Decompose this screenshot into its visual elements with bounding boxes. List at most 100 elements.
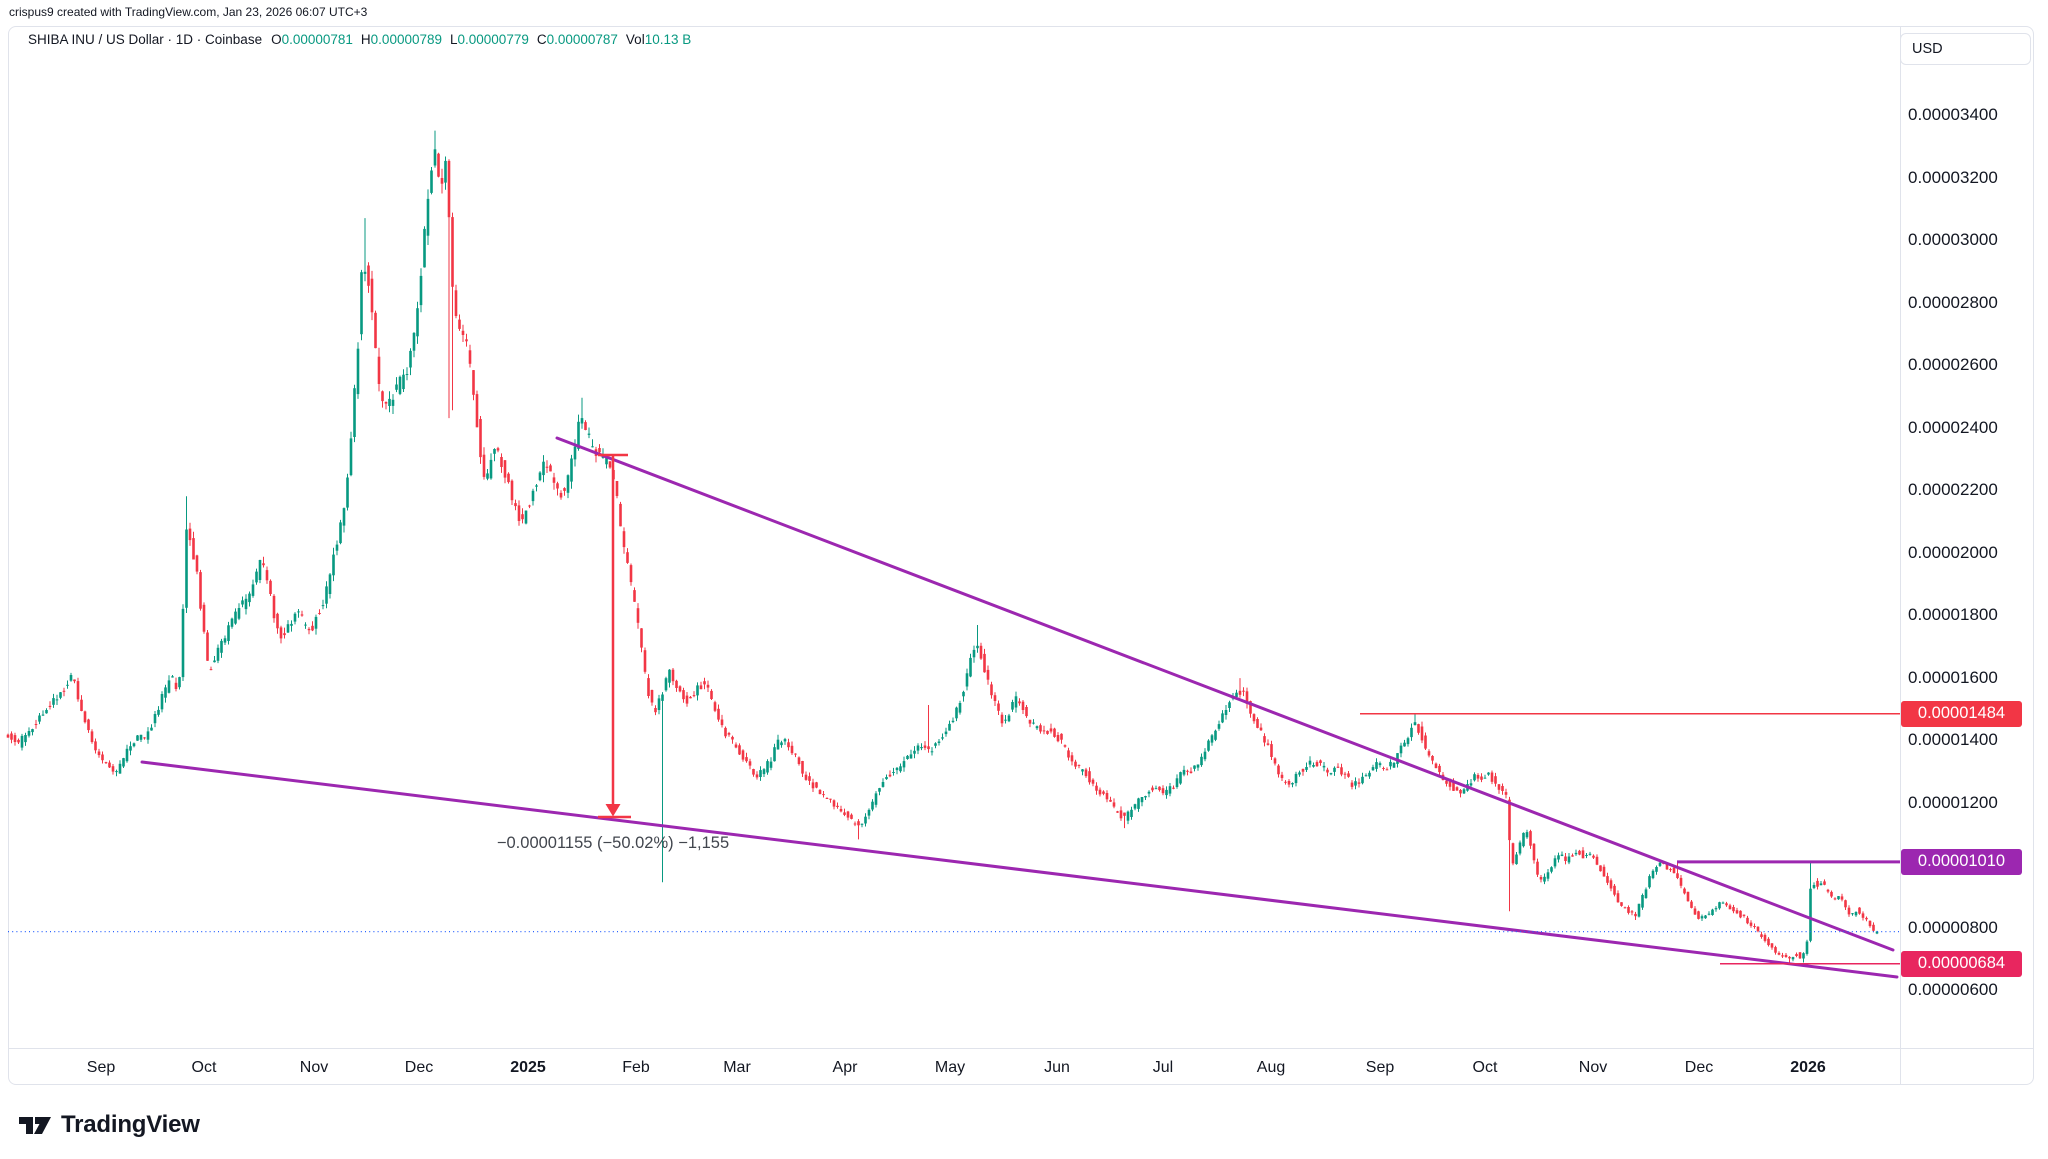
- ohlc-item: O0.00000781: [271, 32, 353, 47]
- candle-body: [34, 724, 38, 725]
- candle-body: [1718, 902, 1721, 909]
- candle-body: [776, 739, 780, 750]
- candle-body: [108, 762, 111, 768]
- candle-body: [73, 679, 76, 682]
- candle-body: [1116, 811, 1119, 813]
- candle-body: [132, 743, 136, 747]
- candle-body: [566, 475, 570, 493]
- candle-body: [874, 793, 878, 805]
- candle-body: [1126, 811, 1130, 821]
- candle-body: [164, 687, 167, 698]
- candle-body: [1011, 702, 1014, 710]
- candle-body: [629, 565, 633, 583]
- candle-body: [1858, 907, 1861, 914]
- candle-body: [1802, 953, 1805, 959]
- candle-body: [584, 422, 587, 430]
- candle-body: [244, 598, 248, 610]
- candle-body: [62, 690, 66, 692]
- candle-body: [1070, 755, 1074, 762]
- candle-body: [941, 737, 944, 739]
- candle-body: [160, 694, 164, 710]
- trendline-upper[interactable]: [555, 436, 1895, 952]
- candle-body: [83, 711, 87, 723]
- candle-body: [136, 735, 139, 741]
- candle-body: [1112, 802, 1116, 807]
- candle-body: [846, 811, 850, 818]
- candle-body: [731, 736, 734, 740]
- candle-body: [1438, 765, 1441, 773]
- candle-body: [1585, 855, 1588, 856]
- tradingview-logo[interactable]: TradingView: [18, 1110, 200, 1140]
- candle-body: [1497, 784, 1501, 790]
- candle-body: [220, 640, 223, 653]
- candle-body: [549, 465, 552, 472]
- candle-body: [66, 684, 69, 686]
- candle-body: [773, 747, 776, 762]
- trendline-lower[interactable]: [140, 760, 1899, 979]
- candle-body: [1273, 758, 1277, 764]
- candle-body: [241, 600, 244, 605]
- candle-body: [258, 560, 262, 580]
- candle-body: [1256, 719, 1259, 728]
- candle-body: [671, 669, 675, 682]
- ohlc-item: Vol10.13 B: [625, 32, 692, 47]
- candle-body: [1420, 726, 1424, 741]
- candle-body: [780, 742, 783, 746]
- candle-body: [465, 339, 468, 342]
- candle-body: [1728, 905, 1732, 910]
- candle-body: [1249, 701, 1252, 714]
- candle-body: [1263, 736, 1266, 743]
- candle-body: [1637, 903, 1641, 917]
- candle-body: [279, 627, 283, 639]
- candle-body: [1690, 901, 1693, 908]
- candle-body: [542, 461, 545, 476]
- candle-body: [580, 418, 584, 424]
- candle-body: [178, 677, 181, 688]
- candle-body: [1399, 745, 1403, 754]
- candle-body: [1018, 701, 1021, 704]
- candle-body: [1298, 772, 1301, 775]
- candle-body: [1140, 797, 1144, 803]
- candle-body: [1767, 938, 1770, 946]
- candle-body: [38, 715, 41, 722]
- candle-body: [1721, 902, 1725, 904]
- candle-body: [325, 586, 328, 604]
- candle-body: [398, 376, 402, 394]
- candle-body: [1651, 870, 1655, 879]
- candle-body: [472, 370, 475, 395]
- candle-body: [1634, 913, 1637, 917]
- candle-body: [1361, 776, 1364, 784]
- candle-body: [1875, 931, 1879, 934]
- price-axis-divider: [1900, 27, 1901, 1084]
- candle-body: [356, 348, 360, 395]
- candle-body: [265, 570, 269, 581]
- candle-body: [1343, 773, 1347, 775]
- candle-body: [1494, 776, 1497, 784]
- candle-body: [297, 611, 300, 613]
- candle-body: [339, 522, 342, 544]
- candle-body: [251, 584, 255, 596]
- candle-body: [1847, 907, 1851, 915]
- candle-body: [969, 657, 972, 677]
- symbol-title[interactable]: SHIBA INU / US Dollar · 1D · Coinbase: [28, 32, 263, 47]
- currency-toggle-button[interactable]: USD: [1900, 33, 2031, 65]
- candle-body: [76, 681, 80, 700]
- candle-body: [531, 490, 535, 502]
- candle-body: [1476, 775, 1480, 779]
- candle-body: [1378, 763, 1382, 766]
- candle-body: [1599, 865, 1602, 872]
- candle-body: [1182, 769, 1186, 775]
- candle-body: [860, 823, 864, 825]
- candle-body: [514, 503, 517, 507]
- candle-body: [496, 448, 500, 451]
- candle-body: [1462, 789, 1466, 794]
- candle-body: [118, 763, 122, 774]
- candle-body: [307, 628, 311, 631]
- measure-tool[interactable]: [598, 453, 631, 819]
- candle-body: [657, 698, 661, 710]
- candle-body: [188, 528, 192, 541]
- candle-body: [55, 699, 59, 701]
- candle-body: [332, 554, 335, 576]
